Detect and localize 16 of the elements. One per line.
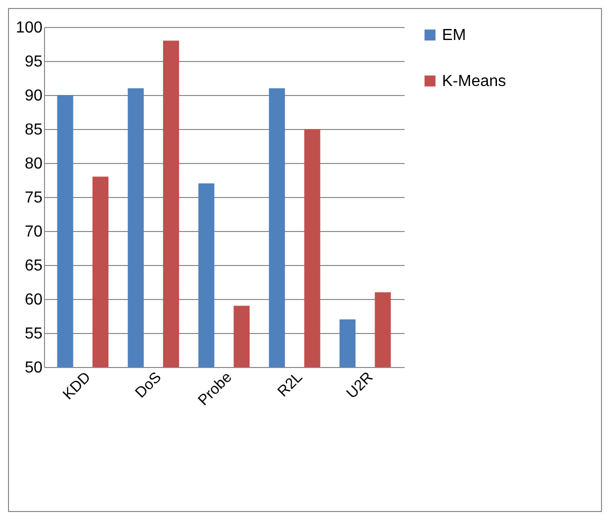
x-tick-label: DoS	[132, 368, 165, 402]
y-tick-label: 60	[24, 292, 43, 308]
y-tick-label: 55	[24, 326, 43, 342]
y-tick-label: 70	[24, 224, 43, 240]
y-tick-label: 85	[24, 122, 43, 138]
y-tick-label: 75	[24, 190, 43, 206]
y-tick-label: 95	[24, 54, 43, 70]
y-tick-label: 65	[24, 258, 43, 274]
y-tick-label: 50	[24, 360, 43, 376]
y-tick-label: 80	[24, 156, 43, 172]
x-tick-label: U2R	[343, 368, 377, 402]
y-tick-label: 100	[16, 20, 43, 36]
y-tick-label: 90	[24, 88, 43, 104]
legend-label: EM	[442, 27, 466, 44]
legend-label: K-Means	[442, 73, 506, 90]
x-tick-label: R2L	[274, 368, 306, 400]
